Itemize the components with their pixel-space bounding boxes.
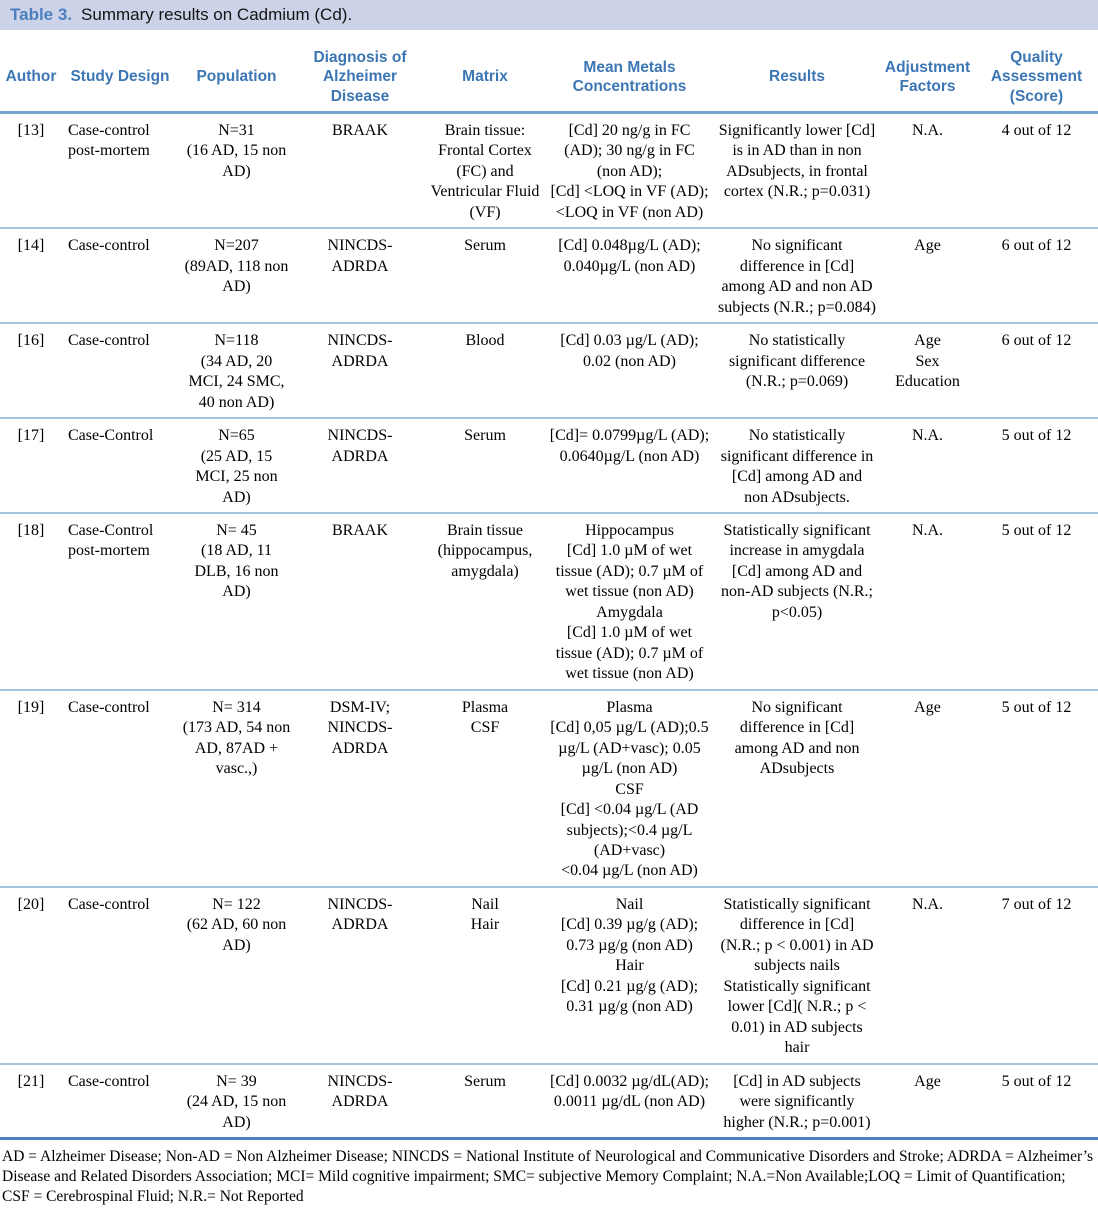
cell-matrix: Plasma CSF xyxy=(461,698,509,737)
col-header-results: Results xyxy=(714,43,880,114)
cell-study-design: Case-control xyxy=(68,895,150,913)
cell-quality: 6 out of 12 xyxy=(1001,237,1072,255)
table-row: [21] Case-control N= 39 (24 AD, 15 non A… xyxy=(0,1064,1098,1139)
cell-results: No statistically significant difference … xyxy=(728,332,866,391)
cell-concentrations: [Cd] 20 ng/g in FC (AD); 30 ng/g in FC (… xyxy=(550,122,709,221)
cell-results: No significant difference in [Cd] among … xyxy=(718,237,876,316)
table-row: [18] Case-Control post-mortem N= 45 (18 … xyxy=(0,513,1098,690)
cell-quality: 4 out of 12 xyxy=(1001,122,1072,139)
cell-results: Statistically significant difference in … xyxy=(720,895,874,1057)
cell-author: [19] xyxy=(17,698,45,716)
cell-quality: 5 out of 12 xyxy=(1001,698,1072,716)
cell-diagnosis: NINCDS- ADRDA xyxy=(327,427,393,465)
cell-study-design: Case-control post-mortem xyxy=(68,122,150,160)
cell-adjustment: N.A. xyxy=(911,427,944,445)
cell-diagnosis: DSM-IV; NINCDS- ADRDA xyxy=(327,698,393,757)
cell-adjustment: Age xyxy=(914,237,941,255)
cell-matrix: Nail Hair xyxy=(470,895,500,934)
summary-table: Author Study Design Population Diagnosis… xyxy=(0,43,1098,1140)
cell-diagnosis: BRAAK xyxy=(331,122,388,139)
cell-author: [20] xyxy=(17,895,45,913)
cell-quality: 5 out of 12 xyxy=(1001,521,1072,539)
cell-adjustment: Age xyxy=(914,698,941,716)
cell-population: N=31 (16 AD, 15 non AD) xyxy=(186,122,287,180)
cell-study-design: Case-control xyxy=(68,237,150,255)
cell-matrix: Blood xyxy=(465,332,505,350)
cell-adjustment: N.A. xyxy=(911,122,944,139)
table-number-label: Table 3. xyxy=(10,5,73,24)
cell-study-design: Case-Control post-mortem xyxy=(68,521,154,560)
cell-diagnosis: BRAAK xyxy=(331,521,388,539)
cell-diagnosis: NINCDS- ADRDA xyxy=(327,1072,393,1111)
table-row: [16] Case-control N=118 (34 AD, 20 MCI, … xyxy=(0,323,1098,419)
col-header-quality: Quality Assessment (Score) xyxy=(975,43,1098,114)
table-title-bar: Table 3. Summary results on Cadmium (Cd)… xyxy=(0,0,1098,30)
cell-quality: 6 out of 12 xyxy=(1001,332,1072,350)
cell-quality: 5 out of 12 xyxy=(1001,427,1072,445)
cell-results: No statistically significant difference … xyxy=(720,427,874,506)
cell-diagnosis: NINCDS- ADRDA xyxy=(327,895,393,934)
cell-author: [21] xyxy=(17,1072,45,1090)
abbreviations-footnote: AD = Alzheimer Disease; Non-AD = Non Alz… xyxy=(2,1148,1094,1206)
cell-population: N= 122 (62 AD, 60 non AD) xyxy=(186,895,287,954)
cell-adjustment: Age Sex Education xyxy=(895,332,960,391)
cell-concentrations: [Cd] 0.03 µg/L (AD); 0.02 (non AD) xyxy=(560,332,699,370)
cell-concentrations: Hippocampus [Cd] 1.0 µM of wet tissue (A… xyxy=(555,521,704,683)
cell-author: [14] xyxy=(17,237,45,255)
cell-matrix: Brain tissue (hippocampus, amygdala) xyxy=(437,521,533,580)
col-header-matrix: Matrix xyxy=(425,43,545,114)
cell-study-design: Case-Control xyxy=(68,427,154,445)
cell-quality: 7 out of 12 xyxy=(1001,895,1072,913)
table-row: [14] Case-control N=207 (89AD, 118 non A… xyxy=(0,228,1098,324)
cell-concentrations: [Cd]= 0.0799µg/L (AD); 0.0640µg/L (non A… xyxy=(549,427,710,465)
cell-concentrations: [Cd] 0.0032 µg/dL(AD); 0.0011 µg/dL (non… xyxy=(550,1072,709,1111)
cell-concentrations: Nail [Cd] 0.39 µg/g (AD); 0.73 µg/g (non… xyxy=(560,895,699,1016)
col-header-concentrations: Mean Metals Concentrations xyxy=(545,43,714,114)
cell-matrix: Serum xyxy=(464,427,506,445)
table-row: [20] Case-control N= 122 (62 AD, 60 non … xyxy=(0,887,1098,1064)
cell-author: [17] xyxy=(17,427,45,445)
cell-results: Significantly lower [Cd] is in AD than i… xyxy=(718,122,876,201)
table-row: [13] Case-control post-mortem N=31 (16 A… xyxy=(0,113,1098,229)
cell-results: No significant difference in [Cd] among … xyxy=(734,698,860,778)
table-row: [17] Case-Control N=65 (25 AD, 15 MCI, 2… xyxy=(0,418,1098,513)
cell-matrix: Brain tissue: Frontal Cortex (FC) and Ve… xyxy=(430,122,540,221)
cell-results: Statistically significant increase in am… xyxy=(721,521,873,621)
col-header-author: Author xyxy=(0,43,62,114)
cell-adjustment: N.A. xyxy=(911,895,944,913)
cell-population: N= 45 (18 AD, 11 DLB, 16 non AD) xyxy=(194,521,279,601)
cell-study-design: Case-control xyxy=(68,698,150,716)
cell-quality: 5 out of 12 xyxy=(1001,1072,1072,1090)
header-row: Author Study Design Population Diagnosis… xyxy=(0,43,1098,114)
cell-matrix: Serum xyxy=(464,1072,506,1090)
col-header-study-design: Study Design xyxy=(62,43,178,114)
cell-study-design: Case-control xyxy=(68,1072,150,1090)
cell-author: [18] xyxy=(17,521,45,539)
cell-author: [16] xyxy=(17,332,45,350)
cell-population: N= 39 (24 AD, 15 non AD) xyxy=(186,1072,287,1131)
cell-population: N=207 (89AD, 118 non AD) xyxy=(184,237,289,296)
table-row: [19] Case-control N= 314 (173 AD, 54 non… xyxy=(0,690,1098,887)
cell-population: N=118 (34 AD, 20 MCI, 24 SMC, 40 non AD) xyxy=(188,332,285,411)
cell-population: N=65 (25 AD, 15 MCI, 25 non AD) xyxy=(195,427,278,506)
cell-matrix: Serum xyxy=(464,237,506,255)
table-title-text: Summary results on Cadmium (Cd). xyxy=(81,5,353,24)
col-header-diagnosis: Diagnosis of Alzheimer Disease xyxy=(295,43,425,114)
cell-results: [Cd] in AD subjects were significantly h… xyxy=(723,1072,871,1131)
cell-adjustment: N.A. xyxy=(911,521,944,539)
col-header-population: Population xyxy=(178,43,295,114)
cell-diagnosis: NINCDS- ADRDA xyxy=(327,332,393,370)
col-header-adjustment: Adjustment Factors xyxy=(880,43,975,114)
cell-population: N= 314 (173 AD, 54 non AD, 87AD + vasc.,… xyxy=(182,698,291,778)
cell-diagnosis: NINCDS- ADRDA xyxy=(327,237,393,275)
cell-author: [13] xyxy=(17,122,45,139)
cell-study-design: Case-control xyxy=(68,332,150,350)
cell-adjustment: Age xyxy=(914,1072,941,1090)
cell-concentrations: Plasma [Cd] 0,05 µg/L (AD);0.5 µg/L (AD+… xyxy=(550,698,709,880)
cell-concentrations: [Cd] 0.048µg/L (AD); 0.040µg/L (non AD) xyxy=(558,237,701,275)
